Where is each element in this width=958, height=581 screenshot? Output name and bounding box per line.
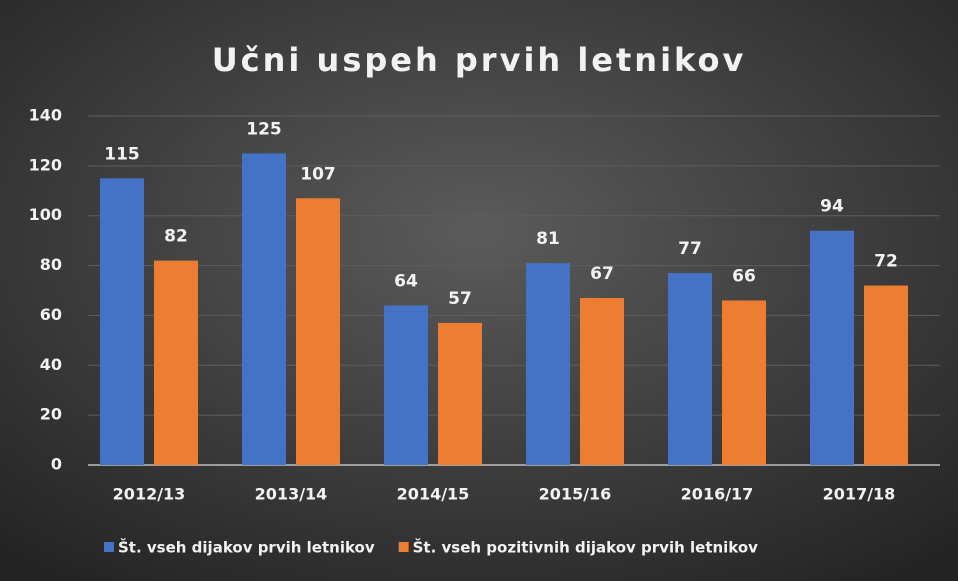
bar [438, 322, 482, 465]
x-tick-label: 2014/15 [397, 485, 470, 504]
legend-swatch [398, 542, 409, 552]
y-tick-label: 60 [40, 305, 62, 324]
legend-label: Št. vseh dijakov prvih letnikov [118, 538, 375, 557]
value-label: 82 [164, 227, 188, 247]
y-tick-label: 80 [40, 255, 62, 274]
bar [668, 273, 712, 465]
x-tick-label: 2013/14 [255, 485, 328, 504]
bar [810, 230, 854, 465]
value-label: 64 [394, 271, 418, 291]
bar [242, 153, 286, 465]
value-label: 72 [874, 252, 898, 272]
bar [154, 260, 198, 465]
bar [580, 297, 624, 465]
value-label: 57 [448, 289, 472, 309]
y-tick-label: 40 [40, 355, 62, 374]
value-label: 107 [300, 164, 336, 184]
legend-label: Št. vseh pozitivnih dijakov prvih letnik… [413, 538, 759, 557]
bar [384, 305, 428, 465]
y-tick-label: 100 [29, 205, 62, 224]
x-tick-label: 2015/16 [539, 485, 612, 504]
value-label: 67 [590, 264, 614, 284]
x-tick-label: 2012/13 [113, 485, 186, 504]
bar [296, 198, 340, 465]
value-label: 94 [820, 197, 844, 217]
value-label: 115 [104, 144, 140, 164]
bar [526, 263, 570, 465]
value-label: 77 [678, 239, 702, 259]
bar [864, 285, 908, 465]
y-tick-label: 20 [40, 405, 62, 424]
y-tick-label: 0 [51, 455, 62, 474]
bar [722, 300, 766, 465]
bar [100, 178, 144, 466]
y-tick-label: 140 [29, 106, 62, 125]
value-label: 81 [536, 229, 560, 249]
x-tick-label: 2017/18 [823, 485, 896, 504]
legend-swatch [104, 542, 114, 552]
chart-title: Učni uspeh prvih letnikov [212, 41, 747, 79]
value-label: 66 [732, 266, 756, 286]
value-label: 125 [246, 119, 282, 139]
y-tick-label: 120 [29, 155, 62, 174]
x-tick-label: 2016/17 [681, 485, 754, 504]
